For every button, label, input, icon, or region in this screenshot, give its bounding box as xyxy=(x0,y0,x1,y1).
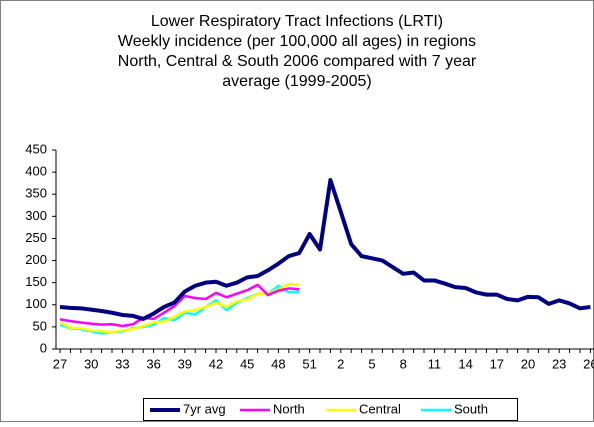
series-line xyxy=(59,178,591,321)
series-line xyxy=(59,282,300,334)
y-tick-label: 150 xyxy=(25,274,47,289)
y-tick-label: 350 xyxy=(25,186,47,201)
x-tick-label: 11 xyxy=(428,356,442,371)
legend-label: South xyxy=(454,401,488,416)
x-tick-label: 27 xyxy=(53,356,67,371)
x-tick-label: 48 xyxy=(271,356,285,371)
x-tick-label: 26 xyxy=(583,356,594,371)
y-tick-label: 200 xyxy=(25,252,47,267)
y-tick-label: 300 xyxy=(25,208,47,223)
y-tick-label: 0 xyxy=(40,340,47,355)
y-tick-label: 450 xyxy=(25,141,47,156)
y-tick-label: 250 xyxy=(25,230,47,245)
x-tick-label: 23 xyxy=(552,356,566,371)
x-tick-label: 36 xyxy=(146,356,160,371)
x-tick-label: 33 xyxy=(115,356,129,371)
x-tick-label: 20 xyxy=(521,356,535,371)
chart-title: North, Central & South 2006 compared wit… xyxy=(118,53,477,70)
legend-label: Central xyxy=(359,401,401,416)
x-tick-label: 2 xyxy=(337,356,344,371)
chart-title: Weekly incidence (per 100,000 all ages) … xyxy=(118,33,476,50)
legend-label: 7yr avg xyxy=(183,401,226,416)
x-tick-label: 5 xyxy=(368,356,375,371)
chart-title: average (1999-2005) xyxy=(222,73,371,90)
legend-label: North xyxy=(273,401,305,416)
x-tick-label: 45 xyxy=(240,356,254,371)
chart-title: Lower Respiratory Tract Infections (LRTI… xyxy=(151,13,443,30)
x-tick-label: 17 xyxy=(490,356,504,371)
x-tick-label: 14 xyxy=(458,356,472,371)
y-tick-label: 50 xyxy=(33,318,47,333)
y-tick-label: 100 xyxy=(25,296,47,311)
x-tick-label: 8 xyxy=(400,356,407,371)
x-tick-label: 51 xyxy=(302,356,316,371)
series-line xyxy=(59,283,300,328)
x-tick-label: 30 xyxy=(84,356,98,371)
y-tick-label: 400 xyxy=(25,164,47,179)
x-tick-label: 39 xyxy=(178,356,192,371)
x-tick-label: 42 xyxy=(209,356,223,371)
